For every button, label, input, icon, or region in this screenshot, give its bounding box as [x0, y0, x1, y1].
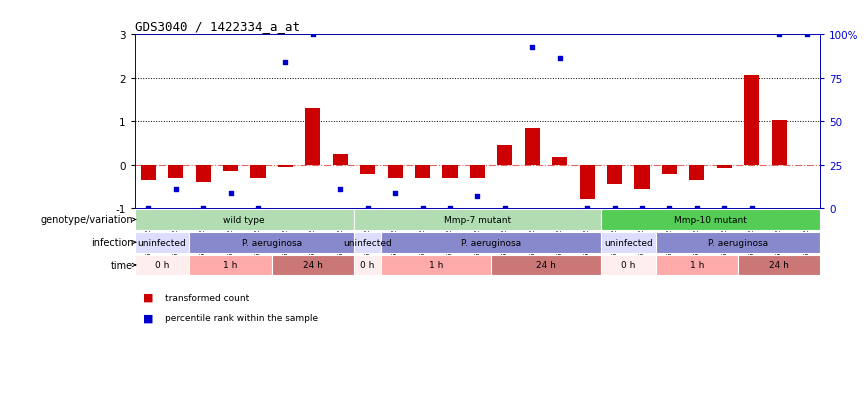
Point	[525, 45, 539, 52]
Bar	[306, 109, 320, 165]
Point	[470, 194, 484, 200]
Point	[443, 205, 457, 212]
Point	[745, 205, 759, 212]
Bar	[491, 255, 601, 276]
Point	[361, 205, 375, 212]
Text: ■: ■	[143, 313, 154, 323]
Bar	[135, 209, 354, 230]
Bar	[607, 165, 622, 185]
Point	[690, 205, 704, 212]
Text: 0 h: 0 h	[155, 261, 169, 270]
Text: ■: ■	[143, 292, 154, 302]
Bar	[272, 255, 354, 276]
Point	[608, 205, 621, 212]
Text: GDS3040 / 1422334_a_at: GDS3040 / 1422334_a_at	[135, 19, 299, 33]
Text: P. aeruginosa: P. aeruginosa	[708, 238, 768, 247]
Point	[141, 205, 155, 212]
Text: infection: infection	[90, 237, 133, 248]
Text: 24 h: 24 h	[769, 261, 789, 270]
Text: Mmp-7 mutant: Mmp-7 mutant	[444, 216, 511, 224]
Text: wild type: wild type	[223, 216, 265, 224]
Text: 1 h: 1 h	[690, 261, 704, 270]
Bar	[141, 165, 155, 180]
Point	[717, 205, 731, 212]
Point	[662, 205, 676, 212]
Point	[416, 205, 430, 212]
Bar	[655, 232, 820, 253]
Bar	[662, 165, 677, 175]
Text: uninfected: uninfected	[138, 238, 187, 247]
Bar	[223, 165, 238, 172]
Bar	[195, 165, 211, 183]
Text: 0 h: 0 h	[360, 261, 375, 270]
Bar	[799, 165, 814, 166]
Text: P. aeruginosa: P. aeruginosa	[241, 238, 302, 247]
Bar	[470, 165, 485, 178]
Text: P. aeruginosa: P. aeruginosa	[461, 238, 521, 247]
Bar	[689, 165, 704, 180]
Text: 24 h: 24 h	[303, 261, 323, 270]
Bar	[497, 146, 512, 165]
Bar	[635, 165, 649, 189]
Point	[279, 60, 293, 66]
Point	[553, 56, 567, 62]
Point	[196, 205, 210, 212]
Text: 24 h: 24 h	[536, 261, 556, 270]
Bar	[601, 232, 655, 253]
Point	[333, 186, 347, 192]
Point	[773, 32, 786, 38]
Point	[799, 32, 813, 38]
Text: genotype/variation: genotype/variation	[41, 215, 133, 225]
Bar	[601, 255, 655, 276]
Point	[168, 186, 182, 192]
Text: percentile rank within the sample: percentile rank within the sample	[165, 313, 318, 323]
Bar	[738, 255, 820, 276]
Bar	[655, 255, 738, 276]
Bar	[552, 157, 567, 165]
Bar	[772, 121, 786, 165]
Point	[224, 190, 238, 197]
Text: uninfected: uninfected	[604, 238, 653, 247]
Bar	[580, 165, 595, 200]
Bar	[135, 255, 189, 276]
Text: time: time	[111, 260, 133, 271]
Bar	[278, 165, 293, 167]
Bar	[354, 232, 381, 253]
Bar	[332, 154, 348, 165]
Point	[580, 205, 594, 212]
Point	[635, 205, 649, 212]
Bar	[717, 165, 732, 169]
Bar	[135, 232, 189, 253]
Point	[251, 205, 265, 212]
Bar	[601, 209, 820, 230]
Bar	[189, 255, 272, 276]
Bar	[354, 209, 601, 230]
Bar	[388, 165, 403, 178]
Point	[388, 190, 402, 197]
Point	[306, 32, 319, 38]
Bar	[443, 165, 457, 178]
Text: transformed count: transformed count	[165, 293, 249, 302]
Bar	[525, 128, 540, 165]
Bar	[381, 255, 491, 276]
Text: 1 h: 1 h	[429, 261, 444, 270]
Bar	[360, 165, 375, 175]
Bar	[381, 232, 601, 253]
Bar	[354, 255, 381, 276]
Bar	[744, 76, 760, 165]
Bar	[415, 165, 430, 178]
Bar	[251, 165, 266, 178]
Bar	[189, 232, 354, 253]
Text: Mmp-10 mutant: Mmp-10 mutant	[674, 216, 747, 224]
Text: uninfected: uninfected	[344, 238, 392, 247]
Bar	[168, 165, 183, 178]
Text: 1 h: 1 h	[223, 261, 238, 270]
Text: 0 h: 0 h	[621, 261, 635, 270]
Point	[498, 205, 512, 212]
